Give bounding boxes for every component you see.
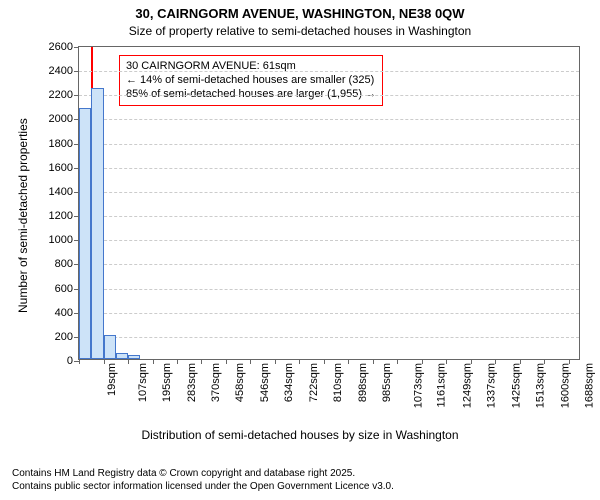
x-tick-mark [153, 359, 154, 364]
y-tick-mark [74, 95, 79, 96]
x-tick-label: 1161sqm [436, 363, 448, 407]
gridline [79, 264, 579, 265]
x-tick-mark [373, 359, 374, 364]
chart-subtitle: Size of property relative to semi-detach… [0, 24, 600, 38]
gridline [79, 289, 579, 290]
x-axis-label: Distribution of semi-detached houses by … [0, 428, 600, 442]
gridline [79, 216, 579, 217]
chart-title: 30, CAIRNGORM AVENUE, WASHINGTON, NE38 0… [0, 6, 600, 21]
x-tick-mark [397, 359, 398, 364]
x-tick-mark [226, 359, 227, 364]
annotation-line-2: ← 14% of semi-detached houses are smalle… [126, 74, 376, 88]
gridline [79, 119, 579, 120]
x-tick-mark [544, 359, 545, 364]
x-tick-label: 1425sqm [510, 363, 522, 408]
x-tick-mark [348, 359, 349, 364]
gridline [79, 240, 579, 241]
x-tick-label: 634sqm [284, 363, 296, 402]
x-tick-label: 1337sqm [486, 363, 498, 408]
y-axis-label: Number of semi-detached properties [16, 118, 30, 313]
gridline [79, 71, 579, 72]
x-tick-label: 1688sqm [583, 363, 595, 408]
x-tick-label: 985sqm [381, 363, 393, 402]
gridline [79, 337, 579, 338]
chart-container: 30, CAIRNGORM AVENUE, WASHINGTON, NE38 0… [0, 0, 600, 500]
x-tick-mark [79, 359, 80, 364]
x-tick-label: 370sqm [210, 363, 222, 402]
x-tick-mark [520, 359, 521, 364]
footer-line-2: Contains public sector information licen… [12, 481, 600, 494]
x-tick-mark [422, 359, 423, 364]
x-tick-mark [104, 359, 105, 364]
footer-line-1: Contains HM Land Registry data © Crown c… [12, 468, 600, 481]
x-tick-mark [569, 359, 570, 364]
x-tick-label: 195sqm [161, 363, 173, 402]
gridline [79, 144, 579, 145]
x-tick-label: 1600sqm [559, 363, 571, 408]
x-tick-mark [446, 359, 447, 364]
x-tick-mark [128, 359, 129, 364]
x-tick-label: 546sqm [259, 363, 271, 402]
x-tick-mark [177, 359, 178, 364]
y-tick-mark [74, 47, 79, 48]
x-tick-mark [250, 359, 251, 364]
histogram-bar [91, 88, 103, 359]
x-tick-label: 1249sqm [461, 363, 473, 408]
gridline [79, 95, 579, 96]
chart-footer: Contains HM Land Registry data © Crown c… [12, 468, 600, 493]
x-tick-label: 810sqm [333, 363, 345, 402]
x-tick-label: 283sqm [186, 363, 198, 402]
x-tick-label: 107sqm [137, 363, 149, 402]
x-tick-label: 1073sqm [412, 363, 424, 408]
x-tick-label: 458sqm [235, 363, 247, 402]
x-tick-label: 1513sqm [535, 363, 547, 408]
histogram-bar [79, 108, 91, 359]
x-tick-label: 722sqm [308, 363, 320, 402]
histogram-bar [116, 353, 128, 359]
x-tick-label: 19sqm [106, 363, 118, 396]
plot-area: 30 CAIRNGORM AVENUE: 61sqm ← 14% of semi… [78, 46, 580, 360]
x-tick-mark [275, 359, 276, 364]
histogram-bar [128, 355, 140, 359]
gridline [79, 313, 579, 314]
x-tick-mark [324, 359, 325, 364]
gridline [79, 192, 579, 193]
x-tick-mark [471, 359, 472, 364]
annotation-box: 30 CAIRNGORM AVENUE: 61sqm ← 14% of semi… [119, 55, 383, 106]
x-tick-mark [495, 359, 496, 364]
x-tick-mark [201, 359, 202, 364]
x-tick-mark [299, 359, 300, 364]
gridline [79, 168, 579, 169]
x-tick-label: 898sqm [357, 363, 369, 402]
y-tick-mark [74, 71, 79, 72]
histogram-bar [104, 335, 116, 359]
